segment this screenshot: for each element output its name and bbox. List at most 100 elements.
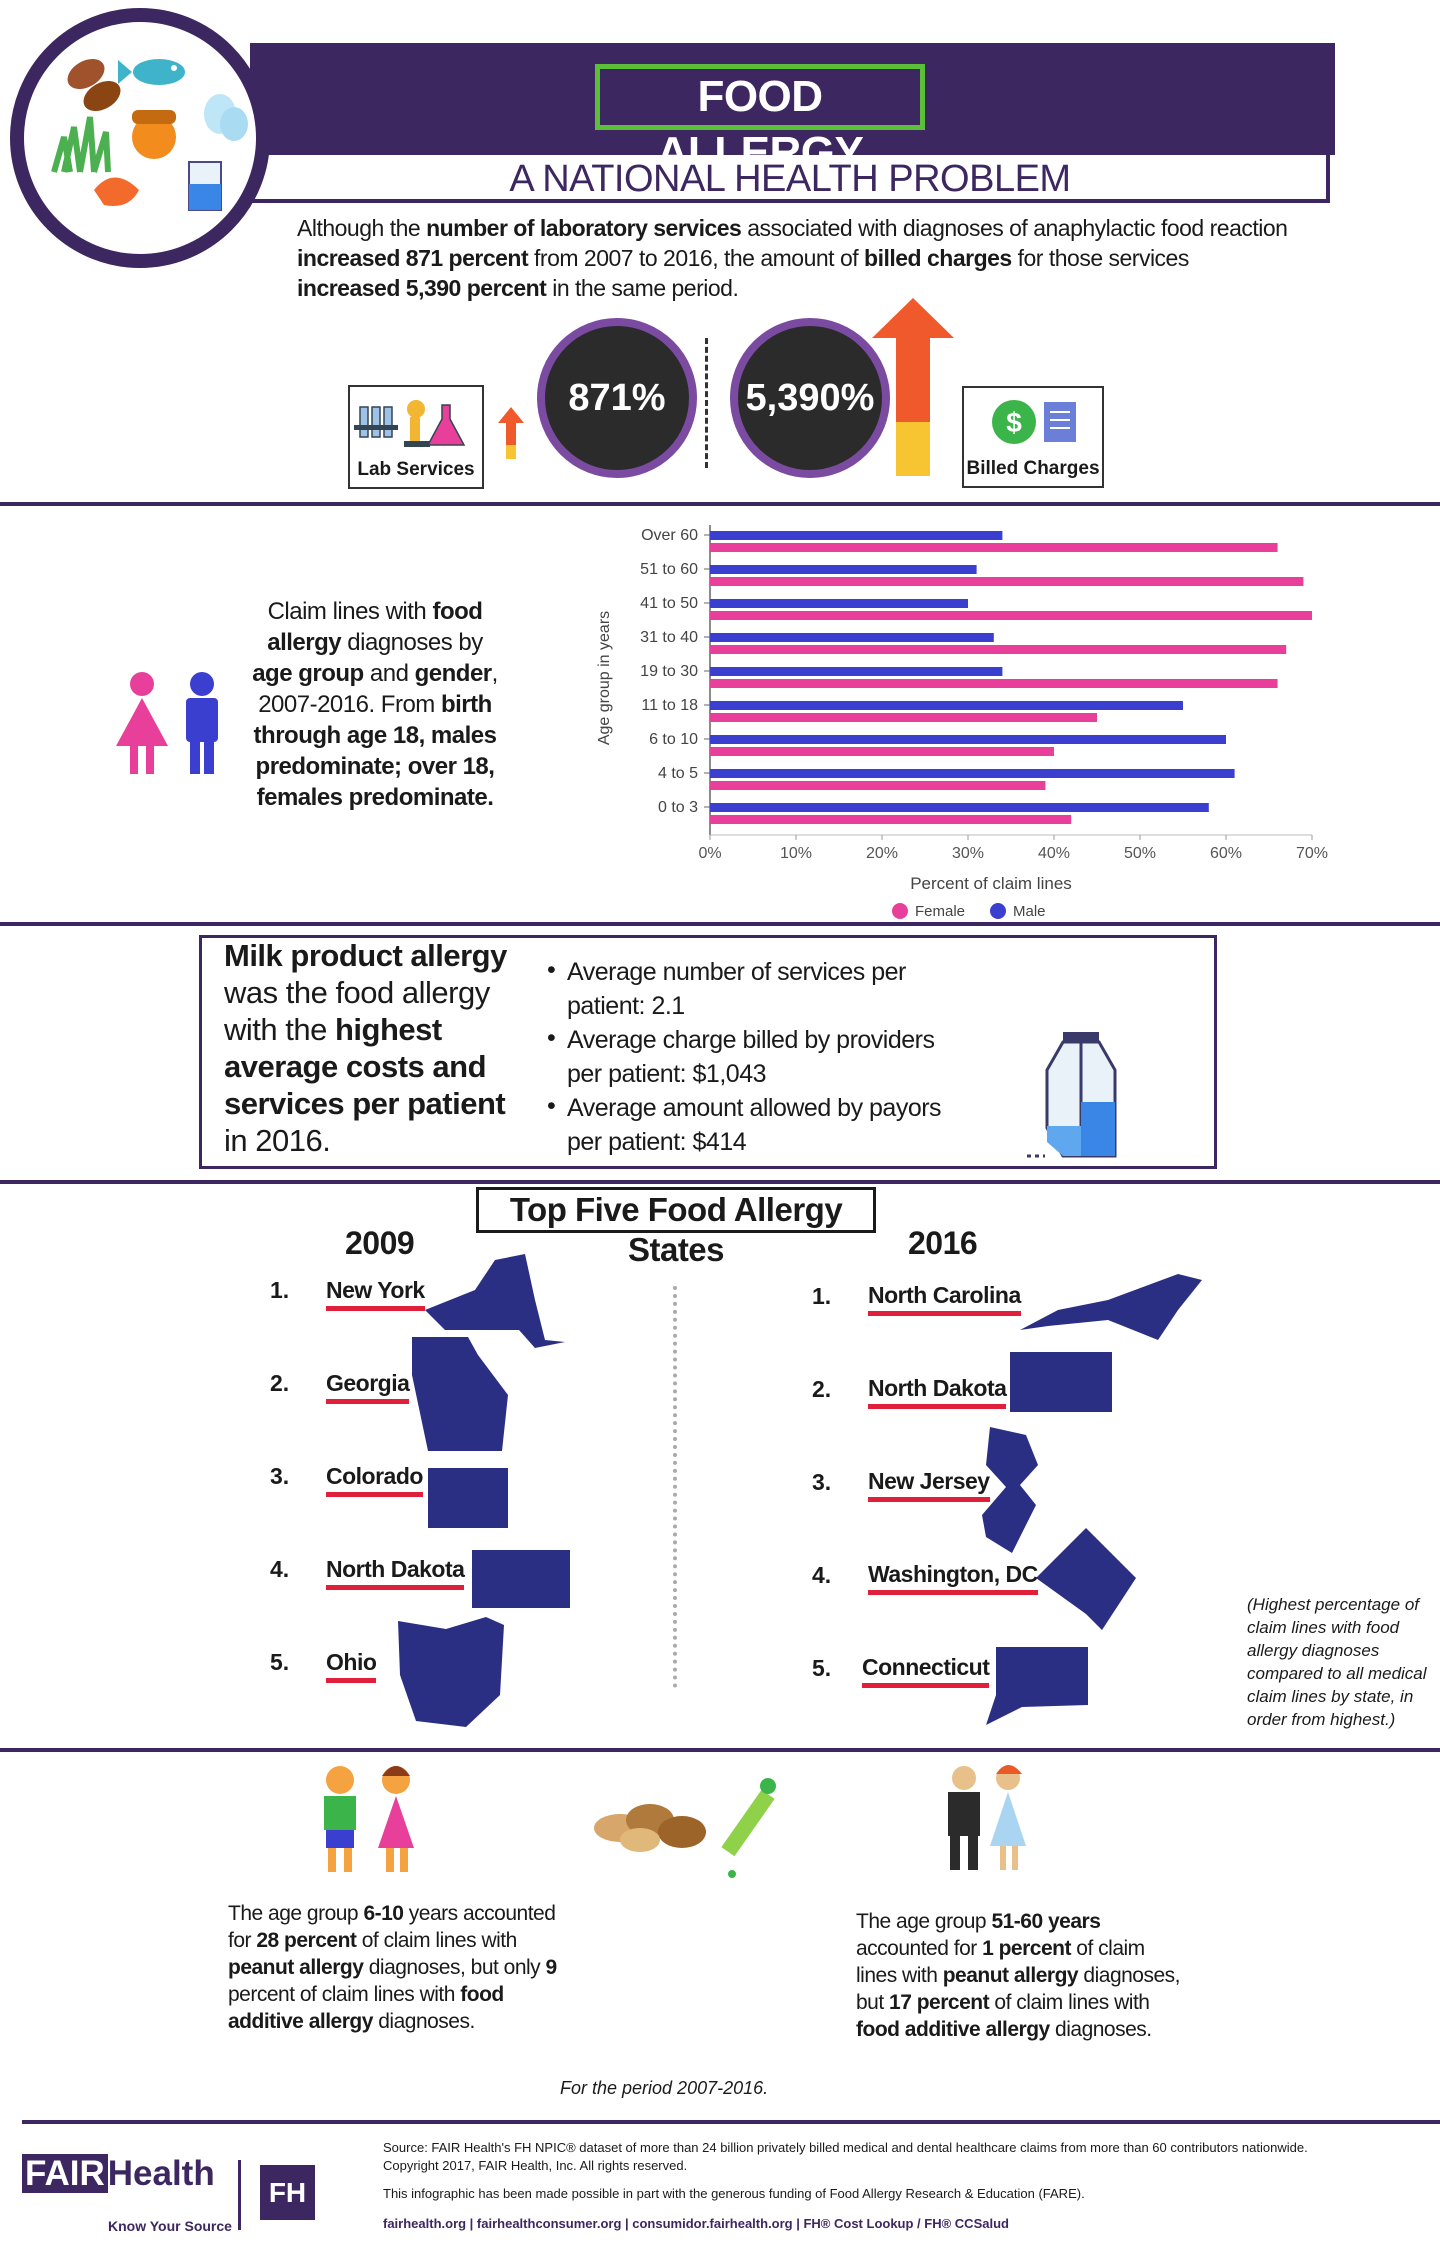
- fh-logo[interactable]: FH: [260, 2165, 315, 2220]
- dollar-bill-icon: $: [992, 400, 1076, 444]
- footer-source: Source: FAIR Health's FH NPIC® dataset o…: [383, 2140, 1308, 2155]
- bar-female: [710, 713, 1097, 722]
- state-new-jersey: New Jersey: [868, 1468, 990, 1502]
- georgia-map-icon: [412, 1337, 508, 1451]
- north-dakota-map-icon: [472, 1550, 570, 1608]
- rank-number: 5.: [812, 1655, 832, 1681]
- milk-allergy-box: [199, 935, 1217, 1169]
- bar-male: [710, 735, 1226, 744]
- adults-icon: [948, 1765, 1026, 1870]
- rank-number: 1.: [270, 1277, 290, 1303]
- logo-separator: [238, 2160, 241, 2230]
- billed-charges-box: $ Billed Charges: [962, 386, 1104, 488]
- year-2016: 2016: [908, 1225, 978, 1261]
- rank-number: 4.: [270, 1556, 290, 1582]
- rank-number: 1.: [812, 1283, 832, 1309]
- state-connecticut: Connecticut: [862, 1654, 990, 1688]
- y-tick-label: 19 to 30: [640, 663, 698, 680]
- y-tick-label: 51 to 60: [640, 561, 698, 578]
- billed-increase-ring: 5,390%: [730, 318, 890, 478]
- legend-male-label: Male: [1013, 903, 1046, 920]
- state-colorado: Colorado: [326, 1463, 423, 1497]
- bar-female: [710, 611, 1312, 620]
- x-tick-label: 10%: [780, 845, 812, 862]
- y-tick-label: Over 60: [641, 527, 698, 544]
- svg-text:$: $: [1006, 407, 1022, 438]
- y-tick-label: 31 to 40: [640, 629, 698, 646]
- age-gender-bar-chart: 0% 10% 20% 30% 40% 50% 60% 70% Over 60 51 to 60 41…: [596, 525, 1328, 920]
- footer-funding: This infographic has been made possible …: [383, 2186, 1085, 2201]
- bar-female: [710, 781, 1046, 790]
- new-jersey-map-icon: [982, 1427, 1038, 1553]
- rank-number: 2.: [812, 1376, 832, 1402]
- bar-female: [710, 543, 1278, 552]
- north-dakota-map-icon: [1010, 1352, 1112, 1412]
- bottom-right-text: The age group 51-60 years accounted for …: [856, 1910, 1181, 2041]
- period-note: For the period 2007-2016.: [560, 2078, 769, 2098]
- bar-female: [710, 679, 1278, 688]
- y-tick-label: 0 to 3: [658, 799, 698, 816]
- footer-divider: [22, 2120, 1440, 2124]
- state-north-carolina: North Carolina: [868, 1282, 1021, 1316]
- stats-divider: [705, 338, 708, 468]
- rank-number: 3.: [812, 1469, 832, 1495]
- footer-links[interactable]: fairhealth.org | fairhealthconsumer.org …: [383, 2216, 1009, 2231]
- states-footnote: (Highest percentage of claim lines with …: [1247, 1595, 1427, 1729]
- header-food-circle: [10, 8, 270, 268]
- large-up-arrow-icon: [872, 298, 954, 476]
- ohio-map-icon: [398, 1617, 504, 1727]
- billed-charges-label: Billed Charges: [966, 458, 1100, 479]
- legend-male-swatch: [990, 903, 1006, 919]
- food-icons: [51, 58, 248, 211]
- states-title: Top Five Food Allergy States: [476, 1187, 876, 1268]
- state-ohio: Ohio: [326, 1649, 377, 1683]
- girl-boy-icon: [116, 672, 218, 774]
- rank-number: 5.: [270, 1649, 290, 1675]
- x-tick-label: 40%: [1038, 845, 1070, 862]
- bar-male: [710, 565, 977, 574]
- section-divider: [0, 502, 1440, 506]
- bar-male: [710, 633, 994, 642]
- footer-copyright: Copyright 2017, FAIR Health, Inc. All ri…: [383, 2158, 688, 2173]
- x-tick-label: 20%: [866, 845, 898, 862]
- lab-services-box: Lab Services: [348, 385, 484, 489]
- bottom-left-text: The age group 6-10 years accounted for 2…: [228, 1902, 557, 2033]
- y-tick-label: 4 to 5: [658, 765, 698, 782]
- washington-dc-map-icon: [1036, 1528, 1136, 1630]
- bar-female: [710, 577, 1304, 586]
- bar-female: [710, 815, 1072, 824]
- x-tick-label: 0%: [698, 845, 721, 862]
- section-divider: [0, 1748, 1440, 1752]
- bar-female: [710, 747, 1054, 756]
- x-tick-label: 70%: [1296, 845, 1328, 862]
- logo-tagline: Know Your Source: [108, 2218, 232, 2234]
- bar-male: [710, 803, 1209, 812]
- rank-number: 3.: [270, 1463, 290, 1489]
- children-icon: [324, 1766, 414, 1872]
- state-new-york: New York: [326, 1277, 425, 1311]
- chart-description: Claim lines with food allergy diagnoses …: [252, 598, 498, 811]
- x-tick-label: 50%: [1124, 845, 1156, 862]
- y-tick-label: 6 to 10: [649, 731, 698, 748]
- states-divider: [673, 1286, 677, 1688]
- header-subtitle-box: [250, 155, 1330, 203]
- section-divider: [0, 1180, 1440, 1184]
- colorado-map-icon: [428, 1468, 508, 1528]
- y-tick-label: 11 to 18: [641, 697, 698, 714]
- small-up-arrow-icon: [498, 407, 524, 459]
- bar-male: [710, 667, 1003, 676]
- new-york-map-icon: [425, 1254, 565, 1348]
- x-tick-label: 30%: [952, 845, 984, 862]
- bar-male: [710, 701, 1183, 710]
- bar-male: [710, 599, 968, 608]
- intro-text: Although the number of laboratory servic…: [297, 215, 1288, 301]
- rank-number: 4.: [812, 1562, 832, 1588]
- bar-female: [710, 645, 1287, 654]
- north-carolina-map-icon: [1020, 1274, 1202, 1340]
- milk-allergy-heading: Milk product allergy was the food allerg…: [224, 938, 507, 1158]
- fair-health-logo[interactable]: FAIRHealth: [22, 2154, 215, 2194]
